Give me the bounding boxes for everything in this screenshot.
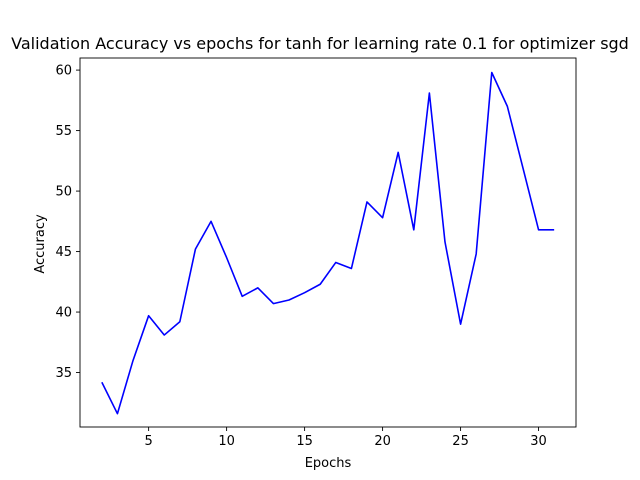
x-tick-label: 20 — [374, 434, 391, 449]
y-axis: 35 40 45 50 55 60 — [55, 64, 80, 381]
y-tick-label: 40 — [55, 306, 72, 321]
plot-frame — [79, 57, 577, 428]
x-tick-label: 5 — [144, 434, 152, 449]
y-tick-label: 55 — [55, 124, 72, 139]
x-tick-label: 15 — [296, 434, 313, 449]
x-tick-label: 30 — [530, 434, 547, 449]
y-axis-label: Accuracy — [33, 214, 48, 274]
y-tick-label: 45 — [55, 245, 72, 260]
y-tick-label: 50 — [55, 185, 72, 200]
x-tick-label: 10 — [218, 434, 235, 449]
x-axis-label: Epochs — [305, 456, 352, 471]
x-axis: 5 10 15 20 25 30 — [144, 427, 547, 449]
chart-title: Validation Accuracy vs epochs for tanh f… — [11, 34, 629, 53]
series-line — [101, 71, 555, 415]
y-tick-label: 60 — [55, 64, 72, 79]
x-tick-label: 25 — [452, 434, 469, 449]
y-tick-label: 35 — [55, 366, 72, 381]
plot-area — [79, 57, 577, 428]
